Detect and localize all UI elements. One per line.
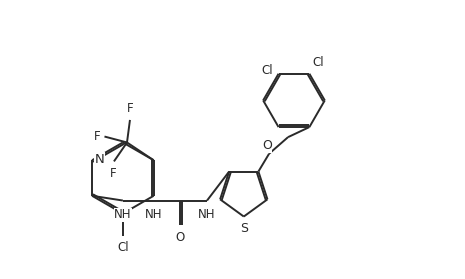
Text: Cl: Cl (312, 56, 324, 69)
Text: F: F (94, 130, 101, 143)
Text: N: N (95, 153, 105, 165)
Text: Cl: Cl (117, 241, 129, 254)
Text: O: O (176, 231, 185, 244)
Text: NH: NH (145, 208, 162, 221)
Text: F: F (109, 167, 116, 180)
Text: NH: NH (114, 208, 132, 221)
Text: O: O (262, 139, 272, 152)
Text: NH: NH (198, 208, 216, 221)
Text: Cl: Cl (261, 64, 272, 77)
Text: F: F (126, 102, 133, 115)
Text: S: S (240, 222, 248, 235)
